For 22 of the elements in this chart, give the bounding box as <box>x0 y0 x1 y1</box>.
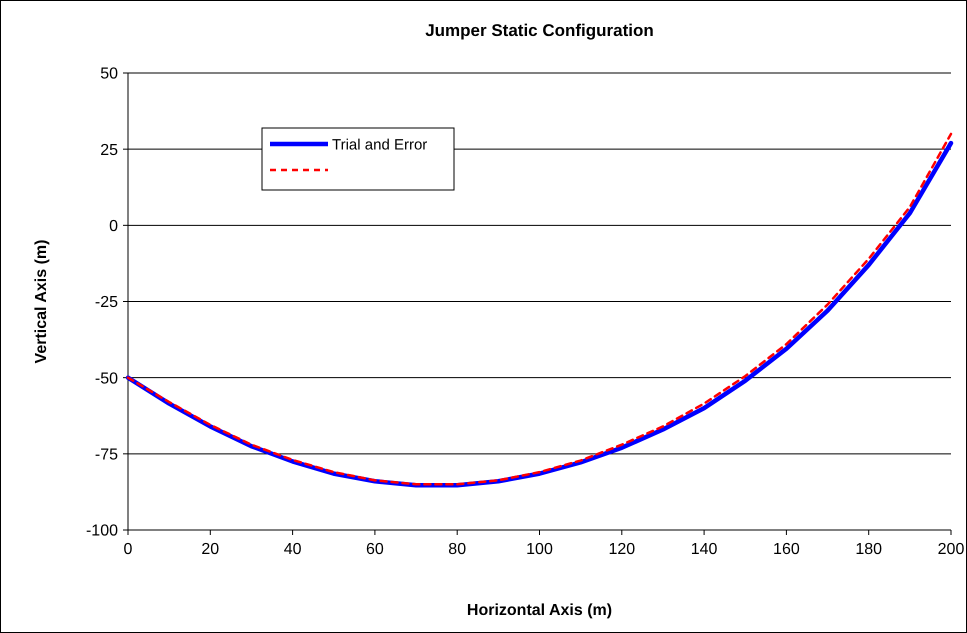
y-tick-label: -25 <box>94 294 118 312</box>
y-tick-label: -50 <box>94 370 118 388</box>
x-tick-label: 20 <box>201 541 220 558</box>
x-tick-label: 100 <box>526 541 553 558</box>
x-tick-label: 60 <box>366 541 384 558</box>
x-tick-label: 80 <box>448 541 466 558</box>
y-tick-label: -100 <box>86 522 118 540</box>
legend-label: Trial and Error <box>332 136 428 154</box>
x-tick-label: 40 <box>284 541 302 558</box>
y-tick-label: 25 <box>100 142 118 159</box>
x-tick-label: 160 <box>773 541 800 558</box>
y-axis-title: Vertical Axis (m) <box>33 240 50 364</box>
y-tick-label: 50 <box>100 66 118 83</box>
x-tick-label: 200 <box>938 541 964 558</box>
chart-title: Jumper Static Configuration <box>425 21 654 40</box>
x-tick-label: 140 <box>690 541 718 558</box>
x-tick-label: 180 <box>855 541 882 558</box>
x-axis-title: Horizontal Axis (m) <box>466 602 612 619</box>
y-tick-label: -75 <box>94 446 118 464</box>
y-tick-label: 0 <box>109 218 118 235</box>
x-tick-label: 0 <box>124 541 133 558</box>
x-tick-label: 120 <box>608 541 636 558</box>
